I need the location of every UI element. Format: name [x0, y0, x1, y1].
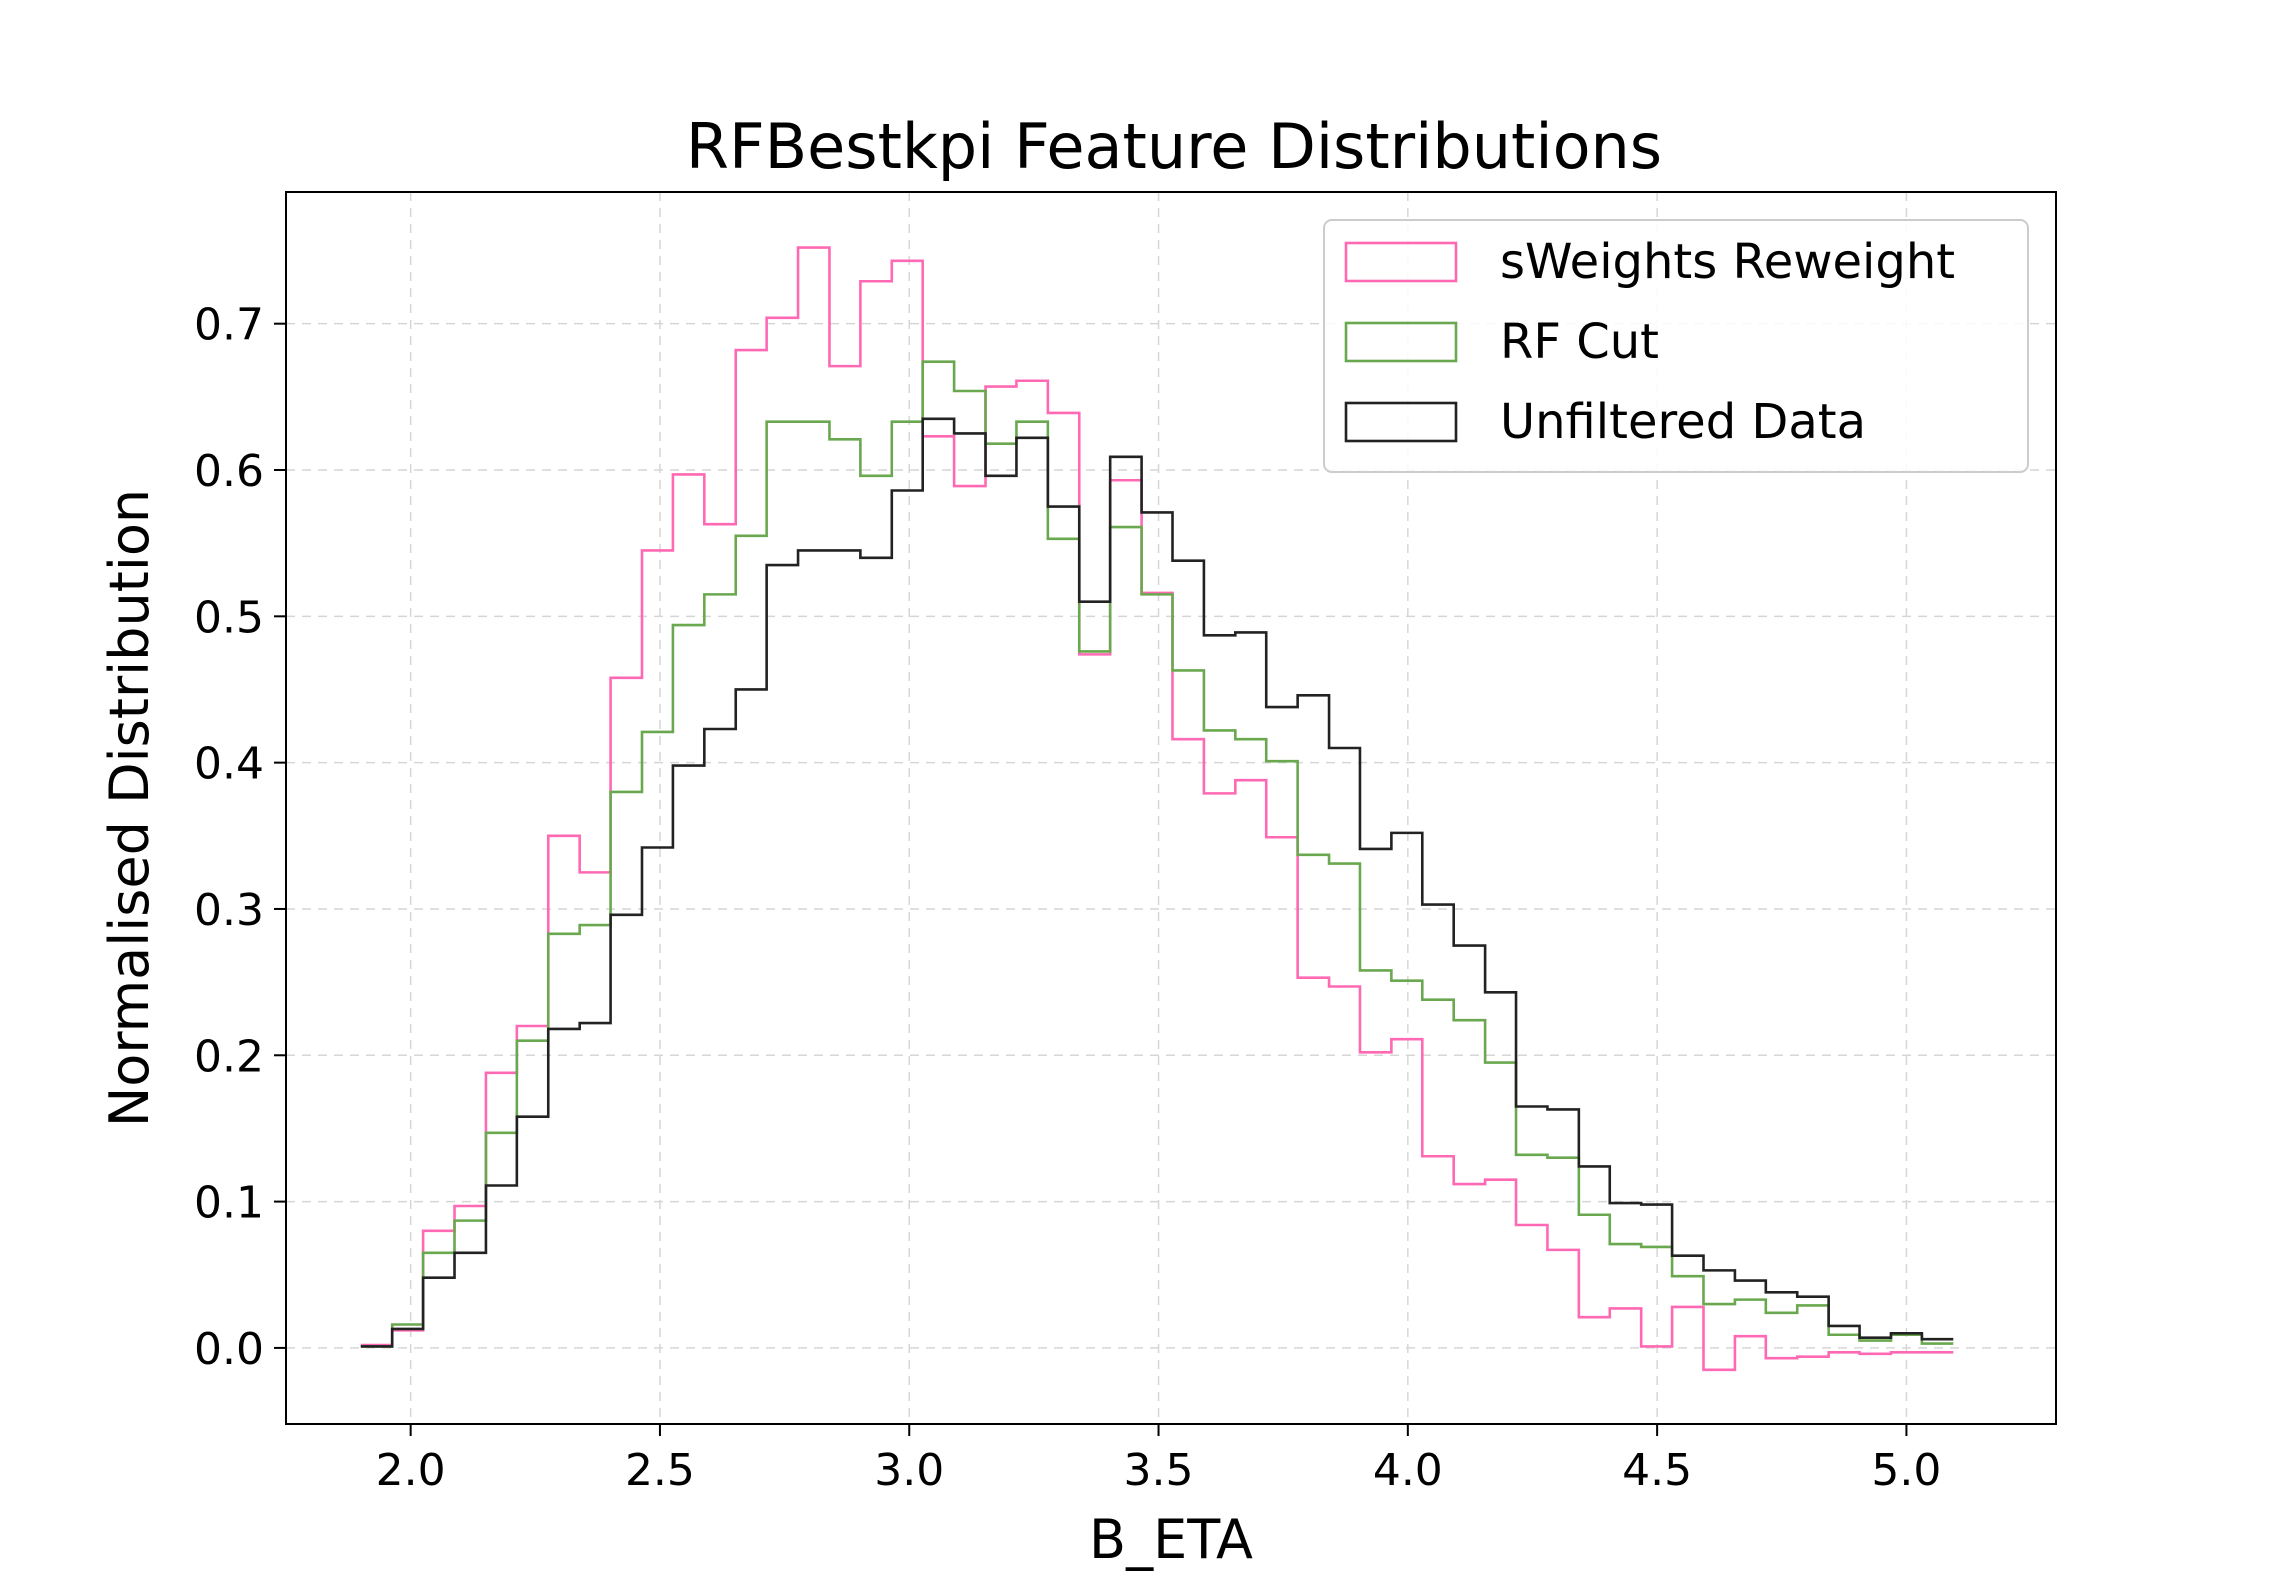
- y-tick-label-1: 0.1: [194, 1178, 264, 1229]
- legend-box: [1323, 219, 2029, 473]
- chart-title: RFBestkpi Feature Distributions: [686, 110, 1662, 183]
- x-tick-label-6: 5.0: [1871, 1445, 1941, 1496]
- plot-frame: [285, 191, 2057, 1425]
- x-axis-label: B_ETA: [1089, 1508, 1253, 1571]
- y-axis-label: Normalised Distribution: [98, 489, 161, 1127]
- grid-lines: [286, 192, 2056, 1424]
- legend-label-rf-cut: RF Cut: [1500, 314, 1659, 370]
- legend: sWeights Reweight RF Cut Unfiltered Data: [1323, 219, 2029, 473]
- y-axis-ticks: 0.0 0.1 0.2 0.3 0.4 0.5 0.6 0.7: [194, 300, 286, 1375]
- y-tick-label-7: 0.7: [194, 300, 264, 351]
- x-tick-label-5: 4.5: [1622, 1445, 1692, 1496]
- series-rf-cut: [360, 360, 1954, 1348]
- x-tick-label-3: 3.5: [1124, 1445, 1194, 1496]
- x-axis-ticks: 2.0 2.5 3.0 3.5 4.0 4.5 5.0: [376, 1424, 1941, 1496]
- x-tick-label-4: 4.0: [1373, 1445, 1443, 1496]
- x-tick-label-1: 2.5: [625, 1445, 695, 1496]
- y-tick-label-2: 0.2: [194, 1031, 264, 1082]
- legend-label-sweights-reweight: sWeights Reweight: [1500, 234, 1955, 290]
- histogram-series: [360, 246, 1954, 1372]
- legend-label-unfiltered-data: Unfiltered Data: [1500, 394, 1866, 450]
- series-unfiltered-data: [360, 417, 1954, 1348]
- y-tick-label-0: 0.0: [194, 1324, 264, 1375]
- legend-swatch-unfiltered-data: [1344, 401, 1458, 443]
- y-tick-label-3: 0.3: [194, 885, 264, 936]
- y-tick-label-4: 0.4: [194, 739, 264, 790]
- x-tick-label-0: 2.0: [376, 1445, 446, 1496]
- legend-entries: sWeights Reweight RF Cut Unfiltered Data: [1344, 234, 1955, 450]
- legend-swatch-rf-cut: [1344, 321, 1458, 363]
- x-tick-label-2: 3.0: [874, 1445, 944, 1496]
- y-tick-label-5: 0.5: [194, 592, 264, 643]
- legend-swatch-sweights-reweight: [1344, 241, 1458, 283]
- y-tick-label-6: 0.6: [194, 446, 264, 497]
